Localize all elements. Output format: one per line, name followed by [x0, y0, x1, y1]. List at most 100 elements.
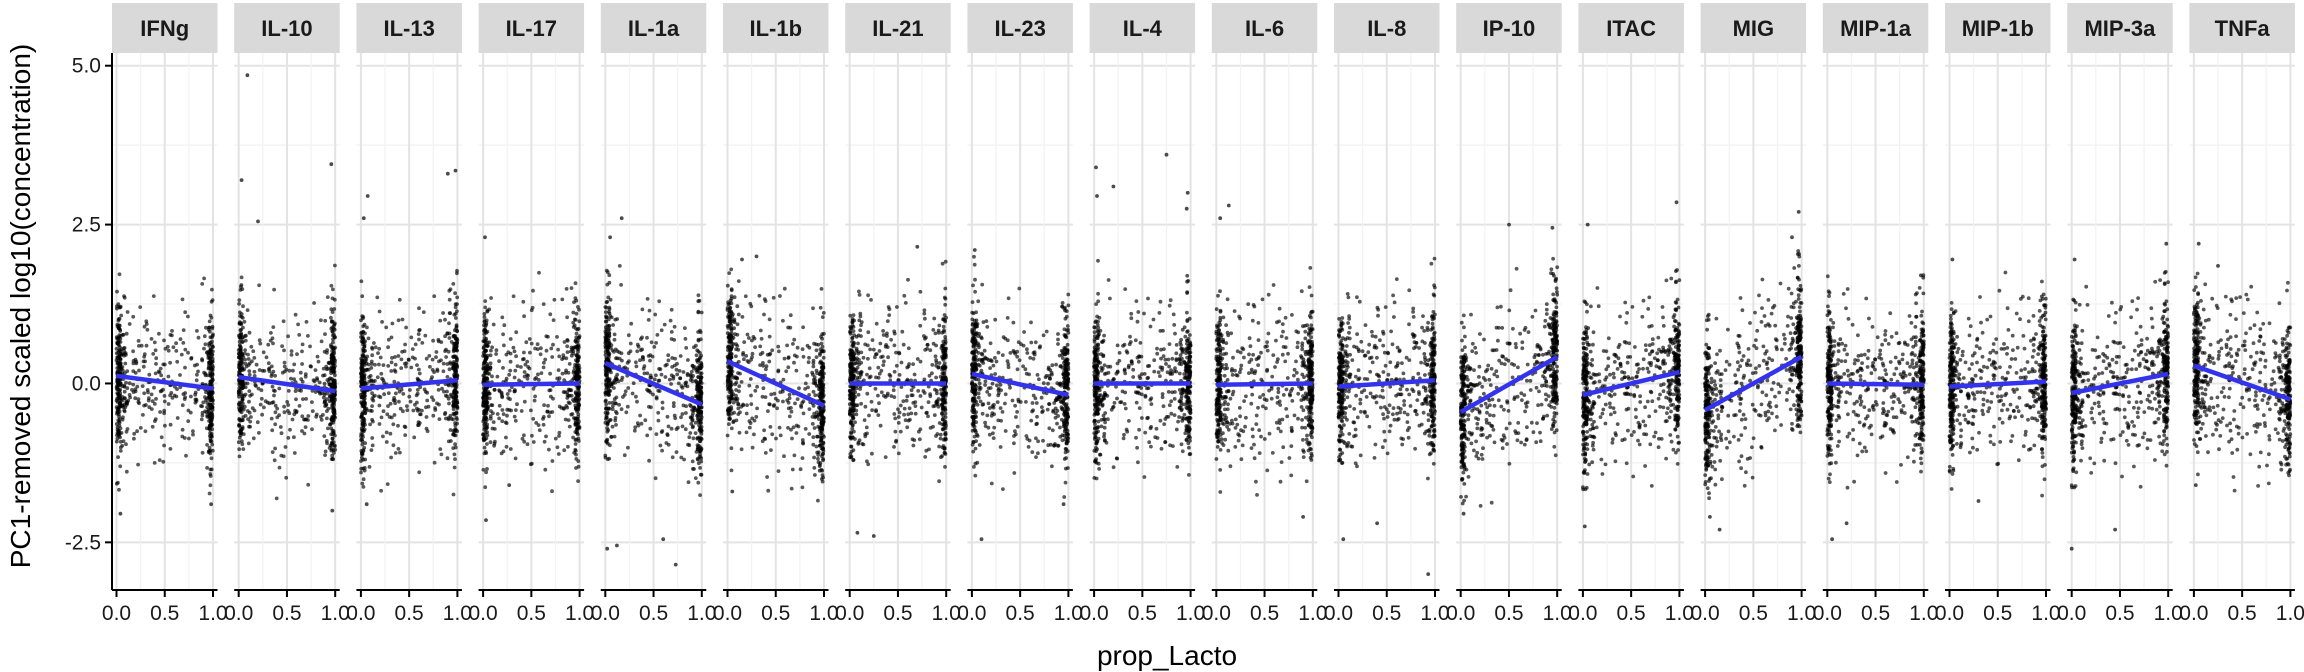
data-point — [379, 371, 384, 376]
data-point — [369, 448, 374, 452]
outlier-point — [730, 489, 735, 494]
data-point — [447, 321, 451, 326]
data-point — [922, 377, 927, 382]
data-point — [455, 271, 459, 276]
data-point — [671, 376, 676, 381]
data-point — [450, 383, 454, 388]
data-point — [794, 423, 799, 428]
data-point — [667, 377, 672, 382]
data-point — [727, 271, 732, 275]
data-point — [925, 342, 930, 347]
data-point — [417, 306, 421, 311]
data-point — [776, 344, 781, 349]
data-point — [858, 311, 863, 316]
data-point — [564, 404, 569, 408]
data-point — [940, 365, 945, 370]
data-point — [522, 374, 527, 379]
data-point — [310, 409, 315, 413]
data-point — [803, 381, 808, 386]
data-point — [131, 349, 136, 354]
data-point — [303, 417, 307, 422]
data-point — [181, 341, 186, 345]
data-point — [280, 344, 284, 348]
data-point — [199, 417, 204, 422]
data-point — [237, 422, 242, 427]
data-point — [626, 386, 631, 390]
data-point — [1024, 400, 1028, 404]
data-point — [931, 328, 936, 332]
outlier-point — [453, 168, 458, 173]
data-point — [242, 319, 247, 324]
data-point — [725, 379, 730, 384]
data-point — [670, 455, 675, 460]
x-axis: 0.0 0.5 1.0 — [346, 589, 472, 625]
data-point — [665, 432, 670, 437]
data-point — [923, 455, 928, 459]
data-point — [430, 375, 434, 380]
data-point — [604, 398, 608, 403]
data-point — [519, 409, 524, 413]
data-point — [576, 305, 580, 309]
data-point — [428, 364, 432, 369]
data-point — [898, 429, 903, 434]
data-point — [916, 389, 921, 393]
data-point — [699, 428, 704, 432]
data-point — [208, 382, 213, 387]
data-point — [941, 398, 946, 402]
data-point — [573, 281, 578, 286]
data-point — [647, 308, 652, 313]
data-point — [211, 349, 215, 354]
data-point — [604, 314, 608, 319]
data-point — [941, 387, 946, 391]
data-point — [201, 400, 206, 405]
data-point — [1030, 450, 1035, 454]
data-point — [882, 359, 886, 364]
data-point — [755, 384, 759, 389]
data-point — [202, 346, 206, 351]
data-point — [405, 404, 409, 408]
data-point — [699, 437, 704, 441]
data-point — [1066, 466, 1070, 470]
data-point — [491, 322, 496, 327]
data-point — [690, 379, 695, 384]
data-point — [557, 376, 562, 381]
data-point — [417, 328, 422, 332]
data-point — [656, 388, 661, 393]
data-point — [329, 307, 334, 312]
data-point — [687, 435, 692, 440]
data-point — [332, 357, 336, 362]
data-point — [138, 305, 143, 309]
data-point — [696, 299, 701, 304]
data-point — [369, 378, 373, 383]
data-point — [115, 436, 120, 441]
data-point — [360, 294, 365, 299]
data-point — [654, 373, 658, 378]
data-point — [755, 406, 759, 411]
data-point — [986, 401, 991, 406]
data-point — [379, 488, 383, 493]
data-point — [183, 365, 187, 370]
data-point — [399, 357, 404, 362]
data-point — [641, 366, 646, 371]
data-point — [326, 366, 330, 371]
data-point — [922, 308, 927, 313]
data-point — [856, 442, 861, 446]
data-point — [162, 338, 166, 343]
data-point — [819, 467, 824, 472]
data-point — [631, 381, 636, 386]
data-point — [678, 376, 683, 381]
data-point — [154, 362, 158, 366]
data-point — [147, 405, 152, 410]
data-point — [762, 428, 766, 433]
data-point — [361, 397, 366, 402]
outlier-point — [740, 257, 744, 262]
data-point — [557, 354, 562, 359]
data-point — [691, 411, 695, 416]
data-point — [850, 320, 855, 324]
data-point — [210, 405, 215, 409]
data-point — [202, 276, 207, 281]
data-point — [377, 403, 382, 408]
outlier-point — [608, 235, 612, 240]
data-point — [866, 293, 870, 298]
data-point — [669, 307, 674, 312]
